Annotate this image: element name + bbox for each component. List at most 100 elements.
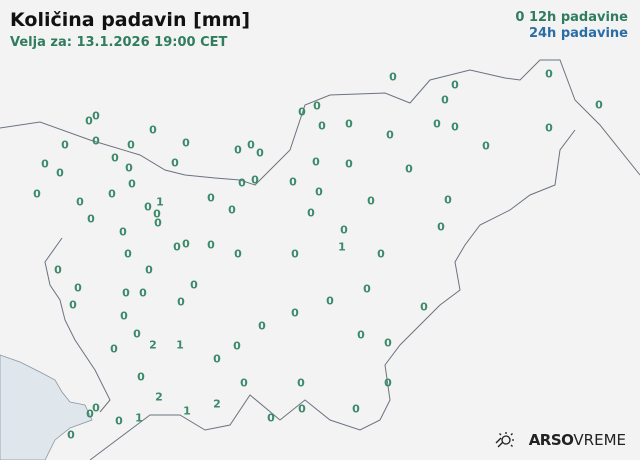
station-value[interactable]: 0 — [87, 212, 95, 226]
station-value[interactable]: 0 — [352, 402, 360, 416]
station-value[interactable]: 0 — [258, 319, 266, 333]
station-value[interactable]: 0 — [437, 220, 445, 234]
station-value[interactable]: 0 — [110, 342, 118, 356]
station-value[interactable]: 0 — [92, 109, 100, 123]
station-value[interactable]: 0 — [298, 105, 306, 119]
station-value[interactable]: 0 — [144, 200, 152, 214]
station-value[interactable]: 0 — [315, 185, 323, 199]
station-value[interactable]: 0 — [307, 206, 315, 220]
station-value[interactable]: 2 — [213, 397, 221, 411]
station-value[interactable]: 0 — [256, 146, 264, 160]
station-value[interactable]: 0 — [234, 247, 242, 261]
station-value[interactable]: 0 — [171, 156, 179, 170]
station-value[interactable]: 0 — [228, 203, 236, 217]
station-value[interactable]: 0 — [92, 401, 100, 415]
station-value[interactable]: 0 — [345, 157, 353, 171]
station-value[interactable]: 0 — [545, 121, 553, 135]
station-value[interactable]: 0 — [405, 162, 413, 176]
station-value[interactable]: 0 — [545, 67, 553, 81]
station-value[interactable]: 0 — [69, 298, 77, 312]
station-value[interactable]: 0 — [389, 70, 397, 84]
station-value[interactable]: 0 — [291, 306, 299, 320]
station-value[interactable]: 0 — [124, 247, 132, 261]
station-value[interactable]: 0 — [76, 195, 84, 209]
station-value[interactable]: 0 — [367, 194, 375, 208]
station-value[interactable]: 0 — [149, 123, 157, 137]
station-value[interactable]: 1 — [176, 338, 184, 352]
station-value[interactable]: 0 — [86, 407, 94, 421]
station-value[interactable]: 0 — [444, 193, 452, 207]
station-value[interactable]: 0 — [41, 157, 49, 171]
station-value[interactable]: 0 — [207, 238, 215, 252]
station-value[interactable]: 0 — [420, 300, 428, 314]
station-value[interactable]: 0 — [127, 138, 135, 152]
station-value[interactable]: 0 — [297, 376, 305, 390]
station-value[interactable]: 0 — [85, 114, 93, 128]
station-value[interactable]: 0 — [122, 286, 130, 300]
station-value[interactable]: 0 — [92, 134, 100, 148]
station-value[interactable]: 0 — [125, 161, 133, 175]
station-value[interactable]: 0 — [119, 225, 127, 239]
station-value[interactable]: 0 — [377, 247, 385, 261]
station-value[interactable]: 0 — [313, 99, 321, 113]
station-value[interactable]: 0 — [384, 336, 392, 350]
station-value[interactable]: 0 — [154, 216, 162, 230]
station-value[interactable]: 0 — [108, 187, 116, 201]
station-value[interactable]: 0 — [312, 155, 320, 169]
arso-logo[interactable]: ARSOVREME — [495, 431, 626, 449]
station-value[interactable]: 0 — [56, 166, 64, 180]
station-value[interactable]: 0 — [190, 278, 198, 292]
station-value[interactable]: 0 — [318, 119, 326, 133]
station-value[interactable]: 0 — [182, 237, 190, 251]
station-value[interactable]: 0 — [234, 143, 242, 157]
station-value[interactable]: 0 — [61, 138, 69, 152]
station-value[interactable]: 1 — [338, 240, 346, 254]
station-value[interactable]: 0 — [433, 117, 441, 131]
station-value[interactable]: 0 — [247, 138, 255, 152]
station-value[interactable]: 0 — [357, 328, 365, 342]
station-value[interactable]: 0 — [595, 98, 603, 112]
station-value[interactable]: 1 — [156, 195, 164, 209]
station-value[interactable]: 0 — [67, 428, 75, 442]
station-value[interactable]: 0 — [54, 263, 62, 277]
station-value[interactable]: 0 — [482, 139, 490, 153]
station-value[interactable]: 1 — [183, 404, 191, 418]
station-value[interactable]: 0 — [298, 402, 306, 416]
station-value[interactable]: 0 — [240, 376, 248, 390]
station-value[interactable]: 0 — [340, 223, 348, 237]
station-value[interactable]: 0 — [363, 282, 371, 296]
station-value[interactable]: 0 — [177, 295, 185, 309]
station-value[interactable]: 0 — [133, 327, 141, 341]
station-value[interactable]: 0 — [289, 175, 297, 189]
station-value[interactable]: 0 — [120, 309, 128, 323]
station-value[interactable]: 0 — [153, 207, 161, 221]
station-value[interactable]: 0 — [115, 414, 123, 428]
station-value[interactable]: 0 — [251, 173, 259, 187]
station-value[interactable]: 0 — [384, 376, 392, 390]
station-value[interactable]: 1 — [135, 411, 143, 425]
station-value[interactable]: 0 — [291, 247, 299, 261]
station-value[interactable]: 2 — [155, 390, 163, 404]
station-value[interactable]: 0 — [173, 240, 181, 254]
station-value[interactable]: 0 — [145, 263, 153, 277]
station-value[interactable]: 0 — [386, 128, 394, 142]
station-value[interactable]: 0 — [267, 411, 275, 425]
station-value[interactable]: 0 — [345, 117, 353, 131]
station-value[interactable]: 0 — [33, 187, 41, 201]
station-value[interactable]: 0 — [139, 286, 147, 300]
station-value[interactable]: 0 — [238, 176, 246, 190]
station-value[interactable]: 0 — [451, 120, 459, 134]
station-value[interactable]: 0 — [451, 78, 459, 92]
station-value[interactable]: 0 — [182, 136, 190, 150]
station-value[interactable]: 0 — [74, 281, 82, 295]
station-value[interactable]: 0 — [137, 370, 145, 384]
station-value[interactable]: 2 — [149, 338, 157, 352]
station-value[interactable]: 0 — [111, 151, 119, 165]
station-value[interactable]: 0 — [128, 177, 136, 191]
station-value[interactable]: 0 — [326, 294, 334, 308]
station-value[interactable]: 0 — [441, 93, 449, 107]
station-value[interactable]: 0 — [207, 191, 215, 205]
station-value[interactable]: 0 — [233, 339, 241, 353]
station-value[interactable]: 0 — [213, 352, 221, 366]
